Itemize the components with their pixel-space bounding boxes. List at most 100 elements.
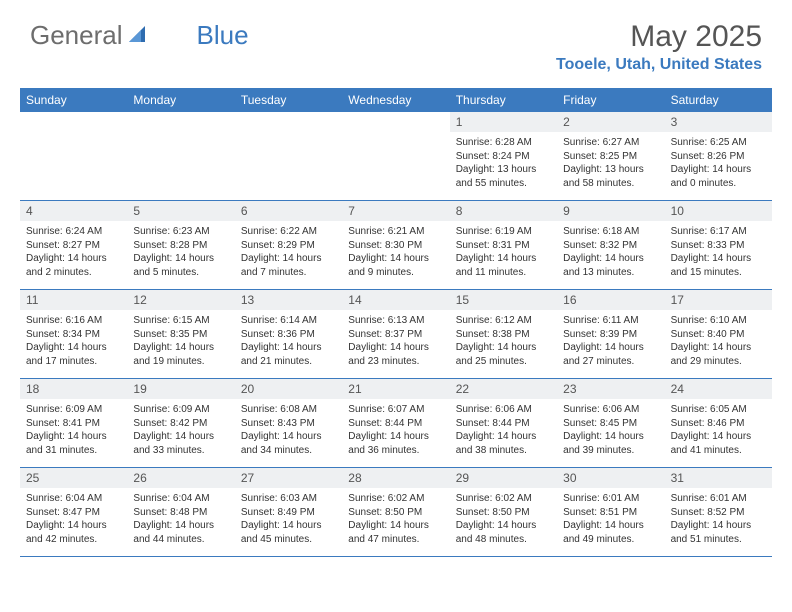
sunrise-text: Sunrise: 6:06 AM xyxy=(563,403,658,417)
sunset-text: Sunset: 8:50 PM xyxy=(456,506,551,520)
title-block: May 2025 Tooele, Utah, United States xyxy=(556,20,762,74)
day-number: 3 xyxy=(665,112,772,132)
day-number: 8 xyxy=(450,201,557,221)
sunset-text: Sunset: 8:47 PM xyxy=(26,506,121,520)
day-cell: 17Sunrise: 6:10 AMSunset: 8:40 PMDayligh… xyxy=(665,290,772,378)
day-content: Sunrise: 6:18 AMSunset: 8:32 PMDaylight:… xyxy=(557,221,664,285)
sunset-text: Sunset: 8:44 PM xyxy=(456,417,551,431)
sunset-text: Sunset: 8:48 PM xyxy=(133,506,228,520)
day-content: Sunrise: 6:22 AMSunset: 8:29 PMDaylight:… xyxy=(235,221,342,285)
daylight-text: Daylight: 14 hours and 44 minutes. xyxy=(133,519,228,546)
sunrise-text: Sunrise: 6:03 AM xyxy=(241,492,336,506)
day-cell: 27Sunrise: 6:03 AMSunset: 8:49 PMDayligh… xyxy=(235,468,342,556)
day-cell: 22Sunrise: 6:06 AMSunset: 8:44 PMDayligh… xyxy=(450,379,557,467)
sunrise-text: Sunrise: 6:19 AM xyxy=(456,225,551,239)
week-row: 25Sunrise: 6:04 AMSunset: 8:47 PMDayligh… xyxy=(20,468,772,557)
day-cell: 19Sunrise: 6:09 AMSunset: 8:42 PMDayligh… xyxy=(127,379,234,467)
daylight-text: Daylight: 14 hours and 49 minutes. xyxy=(563,519,658,546)
logo: General Blue xyxy=(30,20,249,51)
sunrise-text: Sunrise: 6:09 AM xyxy=(26,403,121,417)
day-cell: 7Sunrise: 6:21 AMSunset: 8:30 PMDaylight… xyxy=(342,201,449,289)
weekday-row: SundayMondayTuesdayWednesdayThursdayFrid… xyxy=(20,88,772,112)
day-cell: 2Sunrise: 6:27 AMSunset: 8:25 PMDaylight… xyxy=(557,112,664,200)
sunset-text: Sunset: 8:32 PM xyxy=(563,239,658,253)
day-content: Sunrise: 6:27 AMSunset: 8:25 PMDaylight:… xyxy=(557,132,664,196)
daylight-text: Daylight: 14 hours and 38 minutes. xyxy=(456,430,551,457)
daylight-text: Daylight: 14 hours and 0 minutes. xyxy=(671,163,766,190)
sunset-text: Sunset: 8:46 PM xyxy=(671,417,766,431)
day-content: Sunrise: 6:01 AMSunset: 8:51 PMDaylight:… xyxy=(557,488,664,552)
weekday-label: Saturday xyxy=(665,88,772,112)
sunrise-text: Sunrise: 6:09 AM xyxy=(133,403,228,417)
location-label: Tooele, Utah, United States xyxy=(556,56,762,74)
day-number xyxy=(235,112,342,118)
sunset-text: Sunset: 8:39 PM xyxy=(563,328,658,342)
day-content: Sunrise: 6:28 AMSunset: 8:24 PMDaylight:… xyxy=(450,132,557,196)
day-content: Sunrise: 6:05 AMSunset: 8:46 PMDaylight:… xyxy=(665,399,772,463)
day-number: 2 xyxy=(557,112,664,132)
sunrise-text: Sunrise: 6:12 AM xyxy=(456,314,551,328)
sunrise-text: Sunrise: 6:14 AM xyxy=(241,314,336,328)
sunset-text: Sunset: 8:25 PM xyxy=(563,150,658,164)
daylight-text: Daylight: 14 hours and 34 minutes. xyxy=(241,430,336,457)
sunrise-text: Sunrise: 6:01 AM xyxy=(671,492,766,506)
day-content: Sunrise: 6:24 AMSunset: 8:27 PMDaylight:… xyxy=(20,221,127,285)
daylight-text: Daylight: 14 hours and 48 minutes. xyxy=(456,519,551,546)
sunset-text: Sunset: 8:36 PM xyxy=(241,328,336,342)
sunset-text: Sunset: 8:33 PM xyxy=(671,239,766,253)
day-content: Sunrise: 6:02 AMSunset: 8:50 PMDaylight:… xyxy=(342,488,449,552)
day-number: 22 xyxy=(450,379,557,399)
day-number: 26 xyxy=(127,468,234,488)
day-number: 23 xyxy=(557,379,664,399)
day-number: 17 xyxy=(665,290,772,310)
day-number: 19 xyxy=(127,379,234,399)
daylight-text: Daylight: 14 hours and 7 minutes. xyxy=(241,252,336,279)
daylight-text: Daylight: 14 hours and 13 minutes. xyxy=(563,252,658,279)
daylight-text: Daylight: 14 hours and 39 minutes. xyxy=(563,430,658,457)
daylight-text: Daylight: 14 hours and 51 minutes. xyxy=(671,519,766,546)
sunset-text: Sunset: 8:34 PM xyxy=(26,328,121,342)
day-number: 5 xyxy=(127,201,234,221)
logo-text-general: General xyxy=(30,20,123,51)
sunset-text: Sunset: 8:45 PM xyxy=(563,417,658,431)
sunrise-text: Sunrise: 6:08 AM xyxy=(241,403,336,417)
day-number: 10 xyxy=(665,201,772,221)
day-number: 14 xyxy=(342,290,449,310)
weekday-label: Tuesday xyxy=(235,88,342,112)
daylight-text: Daylight: 14 hours and 42 minutes. xyxy=(26,519,121,546)
day-cell: 1Sunrise: 6:28 AMSunset: 8:24 PMDaylight… xyxy=(450,112,557,200)
sunrise-text: Sunrise: 6:21 AM xyxy=(348,225,443,239)
day-content: Sunrise: 6:12 AMSunset: 8:38 PMDaylight:… xyxy=(450,310,557,374)
day-content: Sunrise: 6:08 AMSunset: 8:43 PMDaylight:… xyxy=(235,399,342,463)
sunset-text: Sunset: 8:26 PM xyxy=(671,150,766,164)
day-content: Sunrise: 6:21 AMSunset: 8:30 PMDaylight:… xyxy=(342,221,449,285)
sunrise-text: Sunrise: 6:02 AM xyxy=(456,492,551,506)
week-row: 11Sunrise: 6:16 AMSunset: 8:34 PMDayligh… xyxy=(20,290,772,379)
sunset-text: Sunset: 8:35 PM xyxy=(133,328,228,342)
day-cell: 25Sunrise: 6:04 AMSunset: 8:47 PMDayligh… xyxy=(20,468,127,556)
daylight-text: Daylight: 14 hours and 2 minutes. xyxy=(26,252,121,279)
daylight-text: Daylight: 14 hours and 33 minutes. xyxy=(133,430,228,457)
weeks-container: 1Sunrise: 6:28 AMSunset: 8:24 PMDaylight… xyxy=(20,112,772,557)
sunrise-text: Sunrise: 6:01 AM xyxy=(563,492,658,506)
day-content: Sunrise: 6:23 AMSunset: 8:28 PMDaylight:… xyxy=(127,221,234,285)
weekday-label: Wednesday xyxy=(342,88,449,112)
day-cell: 3Sunrise: 6:25 AMSunset: 8:26 PMDaylight… xyxy=(665,112,772,200)
day-cell: 14Sunrise: 6:13 AMSunset: 8:37 PMDayligh… xyxy=(342,290,449,378)
day-cell: 15Sunrise: 6:12 AMSunset: 8:38 PMDayligh… xyxy=(450,290,557,378)
day-cell: 6Sunrise: 6:22 AMSunset: 8:29 PMDaylight… xyxy=(235,201,342,289)
sunrise-text: Sunrise: 6:13 AM xyxy=(348,314,443,328)
sunset-text: Sunset: 8:41 PM xyxy=(26,417,121,431)
daylight-text: Daylight: 14 hours and 19 minutes. xyxy=(133,341,228,368)
day-number: 1 xyxy=(450,112,557,132)
day-number: 21 xyxy=(342,379,449,399)
day-content: Sunrise: 6:07 AMSunset: 8:44 PMDaylight:… xyxy=(342,399,449,463)
sunrise-text: Sunrise: 6:28 AM xyxy=(456,136,551,150)
day-content: Sunrise: 6:14 AMSunset: 8:36 PMDaylight:… xyxy=(235,310,342,374)
week-row: 1Sunrise: 6:28 AMSunset: 8:24 PMDaylight… xyxy=(20,112,772,201)
day-number: 6 xyxy=(235,201,342,221)
sunset-text: Sunset: 8:38 PM xyxy=(456,328,551,342)
logo-sail-icon xyxy=(127,24,149,44)
weekday-label: Monday xyxy=(127,88,234,112)
day-content: Sunrise: 6:10 AMSunset: 8:40 PMDaylight:… xyxy=(665,310,772,374)
